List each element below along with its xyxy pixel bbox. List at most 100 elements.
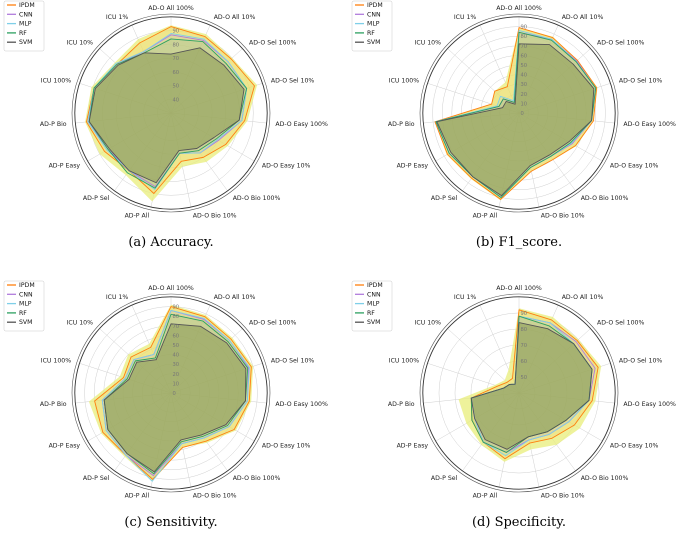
tick-label-60: 60 bbox=[521, 359, 528, 365]
legend-label-cnn: CNN bbox=[19, 11, 33, 18]
category-label-ad-o-sel-100pct: AD-O Sel 100% bbox=[249, 320, 296, 327]
category-label-ad-p-all: AD-P All bbox=[125, 213, 150, 220]
category-label-ad-p-all: AD-P All bbox=[125, 493, 150, 500]
category-label-icu-1pct: ICU 1% bbox=[106, 14, 129, 21]
tick-label-20: 20 bbox=[173, 372, 180, 378]
tick-label-30: 30 bbox=[521, 82, 528, 88]
legend: IPDM CNN MLP RF SVM bbox=[3, 280, 45, 332]
series-shade-svm bbox=[89, 47, 245, 183]
series-shade-svm bbox=[436, 43, 594, 196]
category-label-icu-1pct: ICU 1% bbox=[454, 14, 477, 21]
tick-label-50: 50 bbox=[173, 343, 180, 349]
radar-series-lines bbox=[94, 306, 252, 482]
category-label-ad-o-all-100pct: AD-O All 100% bbox=[496, 285, 542, 292]
tick-label-80: 80 bbox=[521, 327, 528, 333]
category-label-ad-p-sel: AD-P Sel bbox=[83, 475, 110, 482]
radar-series-lines bbox=[434, 27, 598, 200]
legend-label-svm: SVM bbox=[367, 39, 381, 46]
series-fill-ipdm bbox=[434, 27, 597, 200]
tick-label-60: 60 bbox=[521, 53, 528, 59]
legend-label-ipdm: IPDM bbox=[19, 2, 35, 9]
series-line-svm bbox=[436, 43, 595, 197]
category-label-ad-o-easy-10pct: AD-O Easy 10% bbox=[262, 163, 311, 170]
category-labels: AD-O All 100% AD-O All 10% AD-O Sel 100% AD… bbox=[40, 5, 328, 220]
legend-label-rf: RF bbox=[19, 30, 27, 37]
legend: IPDM CNN MLP RF SVM bbox=[351, 0, 393, 52]
legend-box bbox=[351, 280, 393, 332]
series-line-svm bbox=[88, 47, 245, 184]
category-label-icu-1pct: ICU 1% bbox=[106, 294, 129, 301]
legend-label-svm: SVM bbox=[367, 319, 381, 326]
tick-label-70: 70 bbox=[521, 343, 528, 349]
series-fill-rf bbox=[104, 314, 248, 474]
series-fill-rf bbox=[89, 38, 247, 189]
series-shade-svm bbox=[471, 322, 593, 450]
tick-label-40: 40 bbox=[173, 353, 180, 359]
category-label-ad-o-all-10pct: AD-O All 10% bbox=[214, 294, 256, 301]
category-labels: AD-O All 100% AD-O All 10% AD-O Sel 100% AD… bbox=[388, 285, 676, 500]
outer-ring bbox=[422, 16, 616, 210]
category-label-ad-p-easy: AD-P Easy bbox=[397, 443, 429, 450]
series-fill-rf bbox=[471, 316, 593, 453]
radial-tick-labels: 0 10 20 30 40 50 60 70 80 90 bbox=[173, 305, 180, 397]
category-label-ad-o-all-10pct: AD-O All 10% bbox=[214, 14, 256, 21]
tick-label-90: 90 bbox=[173, 305, 180, 311]
category-label-ad-p-bio: AD-P Bio bbox=[40, 401, 67, 408]
tick-label-20: 20 bbox=[521, 92, 528, 98]
radar-series-lines bbox=[470, 309, 599, 460]
category-label-ad-o-all-100pct: AD-O All 100% bbox=[148, 285, 194, 292]
category-labels: AD-O All 100% AD-O All 10% AD-O Sel 100% AD… bbox=[40, 285, 328, 500]
tick-label-30: 30 bbox=[173, 362, 180, 368]
series-fill-ipdm bbox=[471, 309, 599, 459]
legend-label-rf: RF bbox=[367, 30, 375, 37]
panel-caption: (d) Specificity. bbox=[472, 515, 566, 530]
series-fill-svm bbox=[89, 47, 245, 183]
category-label-ad-o-easy-100pct: AD-O Easy 100% bbox=[275, 121, 328, 128]
category-label-ad-o-sel-100pct: AD-O Sel 100% bbox=[249, 40, 296, 47]
category-label-icu-100pct: ICU 100% bbox=[41, 78, 71, 85]
tick-label-70: 70 bbox=[173, 324, 180, 330]
category-label-ad-o-sel-100pct: AD-O Sel 100% bbox=[597, 320, 644, 327]
series-line-svm bbox=[470, 322, 593, 450]
series-fill-mlp bbox=[102, 310, 250, 482]
category-label-ad-p-bio: AD-P Bio bbox=[40, 121, 67, 128]
legend-label-mlp: MLP bbox=[367, 21, 380, 28]
outer-ring bbox=[74, 296, 268, 490]
legend-label-ipdm: IPDM bbox=[19, 282, 35, 289]
legend-label-rf: RF bbox=[367, 310, 375, 317]
category-label-icu-10pct: ICU 10% bbox=[67, 320, 94, 327]
legend-label-svm: SVM bbox=[19, 319, 33, 326]
series-line-svm bbox=[103, 323, 247, 473]
tick-label-0: 0 bbox=[173, 391, 176, 397]
tick-label-60: 60 bbox=[173, 70, 180, 76]
tick-label-70: 70 bbox=[521, 44, 528, 50]
category-label-ad-o-bio-10pct: AD-O Bio 10% bbox=[193, 213, 237, 220]
category-label-ad-p-all: AD-P All bbox=[473, 493, 498, 500]
tick-label-40: 40 bbox=[521, 73, 528, 79]
outer-frame-ring bbox=[419, 13, 619, 213]
category-label-ad-o-all-10pct: AD-O All 10% bbox=[562, 14, 604, 21]
outer-ring bbox=[422, 296, 616, 490]
series-fill-cnn bbox=[471, 316, 596, 453]
series-fill-mlp bbox=[471, 316, 593, 456]
radial-tick-labels: 40 50 60 70 80 90 bbox=[173, 29, 180, 104]
legend-label-svm: SVM bbox=[19, 39, 33, 46]
category-label-ad-p-easy: AD-P Easy bbox=[49, 163, 81, 170]
tick-label-90: 90 bbox=[521, 311, 528, 317]
category-label-ad-o-easy-100pct: AD-O Easy 100% bbox=[623, 121, 676, 128]
series-line-rf bbox=[435, 31, 597, 198]
category-label-ad-o-sel-10pct: AD-O Sel 10% bbox=[271, 78, 315, 85]
series-line-ipdm bbox=[434, 27, 598, 200]
legend-label-rf: RF bbox=[19, 310, 27, 317]
legend-label-mlp: MLP bbox=[367, 301, 380, 308]
legend-label-ipdm: IPDM bbox=[367, 282, 383, 289]
legend: IPDM CNN MLP RF SVM bbox=[351, 280, 393, 332]
series-fill-ipdm bbox=[94, 306, 252, 480]
category-label-icu-10pct: ICU 10% bbox=[415, 320, 442, 327]
category-label-ad-p-all: AD-P All bbox=[473, 213, 498, 220]
tick-label-40: 40 bbox=[173, 97, 180, 103]
category-label-icu-100pct: ICU 100% bbox=[41, 358, 71, 365]
radar-fills bbox=[434, 27, 598, 201]
tick-label-60: 60 bbox=[173, 333, 180, 339]
